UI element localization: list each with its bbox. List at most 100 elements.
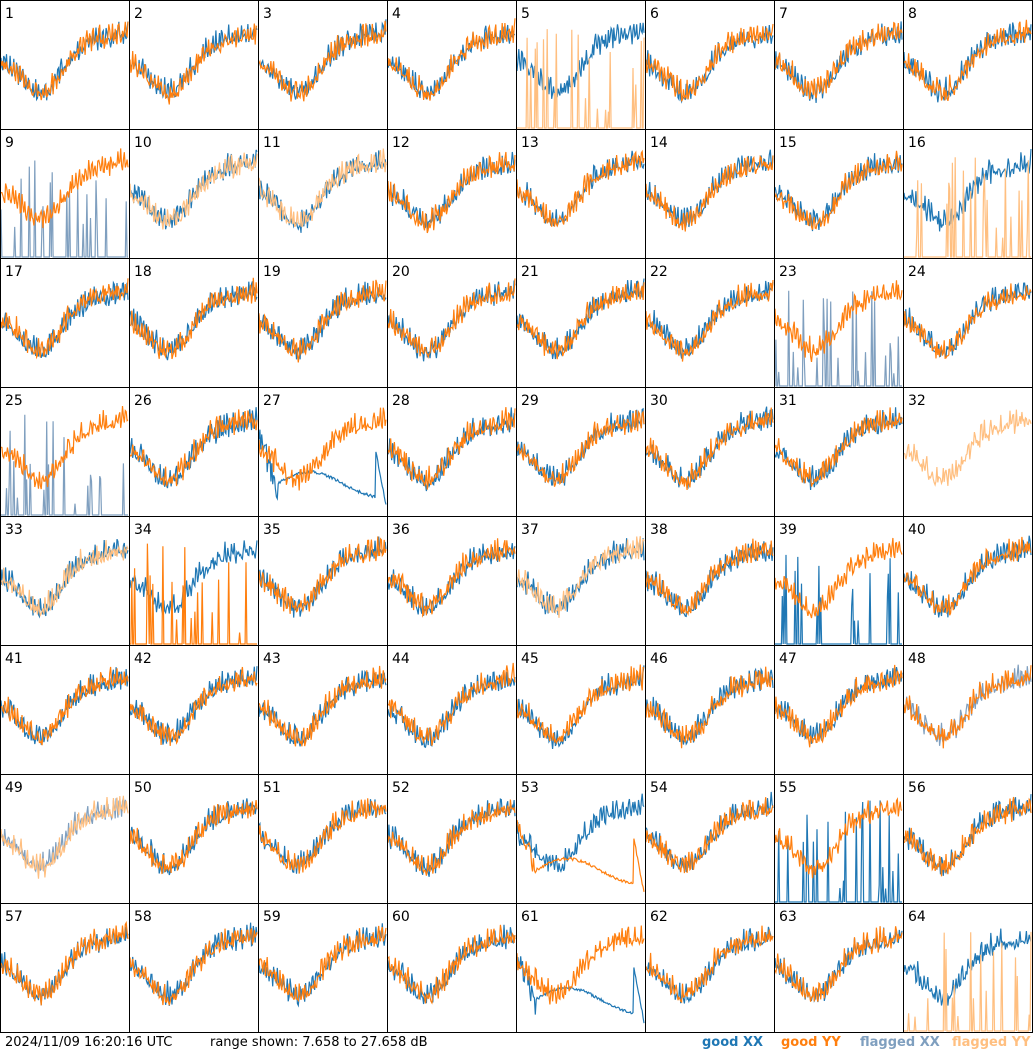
panel-28-yy-line (387, 407, 516, 490)
panel-5-yy-line (517, 29, 645, 129)
panel-24: 24 (903, 258, 1033, 388)
panel-52-yy-line (387, 799, 516, 876)
panel-55-label: 55 (779, 780, 797, 796)
panel-59-label: 59 (263, 909, 281, 925)
panel-55-xx-line (775, 800, 902, 903)
panel-25: 25 (0, 387, 130, 517)
panel-29: 29 (516, 387, 646, 517)
panel-62-xx-line (645, 926, 774, 1004)
panel-45: 45 (516, 645, 646, 775)
panel-2-yy-line (129, 23, 258, 105)
panel-4-yy-line (387, 18, 516, 101)
panel-27-xx-line (258, 429, 387, 505)
panel-31: 31 (774, 387, 904, 517)
panel-1-xx-line (0, 21, 129, 102)
panel-33: 33 (0, 516, 130, 646)
panel-14-yy-line (645, 154, 774, 232)
panel-26-yy-line (129, 409, 258, 487)
panel-7-yy-line (774, 21, 903, 100)
panel-8-label: 8 (908, 6, 917, 22)
panel-49: 49 (0, 774, 130, 904)
panel-34-yy-line (130, 543, 257, 645)
panel-2-label: 2 (134, 6, 143, 22)
panel-28-label: 28 (392, 393, 410, 409)
panel-62-label: 62 (650, 909, 668, 925)
panel-22: 22 (645, 258, 775, 388)
panel-18: 18 (129, 258, 259, 388)
panel-53-label: 53 (521, 780, 539, 796)
panel-24-yy-line (903, 283, 1032, 359)
panel-53-xx-line (516, 793, 645, 873)
panel-19: 19 (258, 258, 388, 388)
panel-10-yy-line (129, 152, 258, 230)
panel-17-yy-line (0, 278, 129, 360)
panel-20-yy-line (387, 278, 516, 359)
panel-50: 50 (129, 774, 259, 904)
panel-59: 59 (258, 903, 388, 1033)
panel-22-label: 22 (650, 264, 668, 280)
panel-7-xx-line (774, 21, 903, 103)
panel-21-xx-line (516, 278, 645, 360)
panel-60: 60 (387, 903, 517, 1033)
panel-19-xx-line (258, 281, 387, 360)
panel-54-yy-line (645, 797, 774, 874)
panel-23-yy-line (774, 280, 903, 363)
panel-1-label: 1 (5, 6, 14, 22)
panel-44-xx-line (387, 671, 516, 749)
panel-44: 44 (387, 645, 517, 775)
panel-3: 3 (258, 0, 388, 130)
panel-8: 8 (903, 0, 1033, 130)
panel-11-yy-line (258, 148, 387, 228)
panel-34-xx-line (129, 540, 258, 615)
panel-36-yy-line (387, 538, 516, 618)
panel-45-yy-line (516, 664, 645, 745)
panel-2: 2 (129, 0, 259, 130)
panel-58: 58 (129, 903, 259, 1033)
panel-25-xx-line (1, 414, 128, 516)
panel-16-label: 16 (908, 135, 926, 151)
panel-14: 14 (645, 129, 775, 259)
panel-64: 64 (903, 903, 1033, 1033)
panel-17: 17 (0, 258, 130, 388)
panel-22-yy-line (645, 279, 774, 362)
panel-53: 53 (516, 774, 646, 904)
panel-26-label: 26 (134, 393, 152, 409)
panel-54-label: 54 (650, 780, 668, 796)
panel-51-yy-line (258, 798, 387, 874)
panel-61-yy-line (516, 925, 645, 1005)
panel-62-yy-line (645, 925, 774, 1004)
panel-44-label: 44 (392, 651, 410, 667)
panel-58-xx-line (129, 922, 258, 1006)
panel-19-yy-line (258, 279, 387, 363)
panel-29-yy-line (516, 409, 645, 487)
panel-41-yy-line (0, 666, 129, 746)
panel-47-yy-line (774, 664, 903, 748)
panel-35: 35 (258, 516, 388, 646)
panel-48-label: 48 (908, 651, 926, 667)
panel-45-label: 45 (521, 651, 539, 667)
panel-15: 15 (774, 129, 904, 259)
legend-flagged-yy-label: flagged (952, 1035, 1008, 1050)
range-shown: range shown: 7.658 to 27.658 dB (210, 1035, 428, 1050)
panel-37-label: 37 (521, 522, 539, 538)
panel-41-label: 41 (5, 651, 23, 667)
panel-50-label: 50 (134, 780, 152, 796)
panel-9: 9 (0, 129, 130, 259)
panel-37-yy-line (516, 536, 645, 618)
panel-49-label: 49 (5, 780, 23, 796)
panel-35-label: 35 (263, 522, 281, 538)
panel-15-label: 15 (779, 135, 797, 151)
panel-26: 26 (129, 387, 259, 517)
panel-4-label: 4 (392, 6, 401, 22)
panel-13-label: 13 (521, 135, 539, 151)
panel-23-label: 23 (779, 264, 797, 280)
panel-30: 30 (645, 387, 775, 517)
panel-29-xx-line (516, 407, 645, 486)
panel-39: 39 (774, 516, 904, 646)
panel-52-label: 52 (392, 780, 410, 796)
panel-32: 32 (903, 387, 1033, 517)
panel-6-label: 6 (650, 6, 659, 22)
legend-good-yy: good YY (781, 1035, 841, 1050)
panel-54-xx-line (645, 791, 774, 873)
panel-46-xx-line (645, 667, 774, 746)
